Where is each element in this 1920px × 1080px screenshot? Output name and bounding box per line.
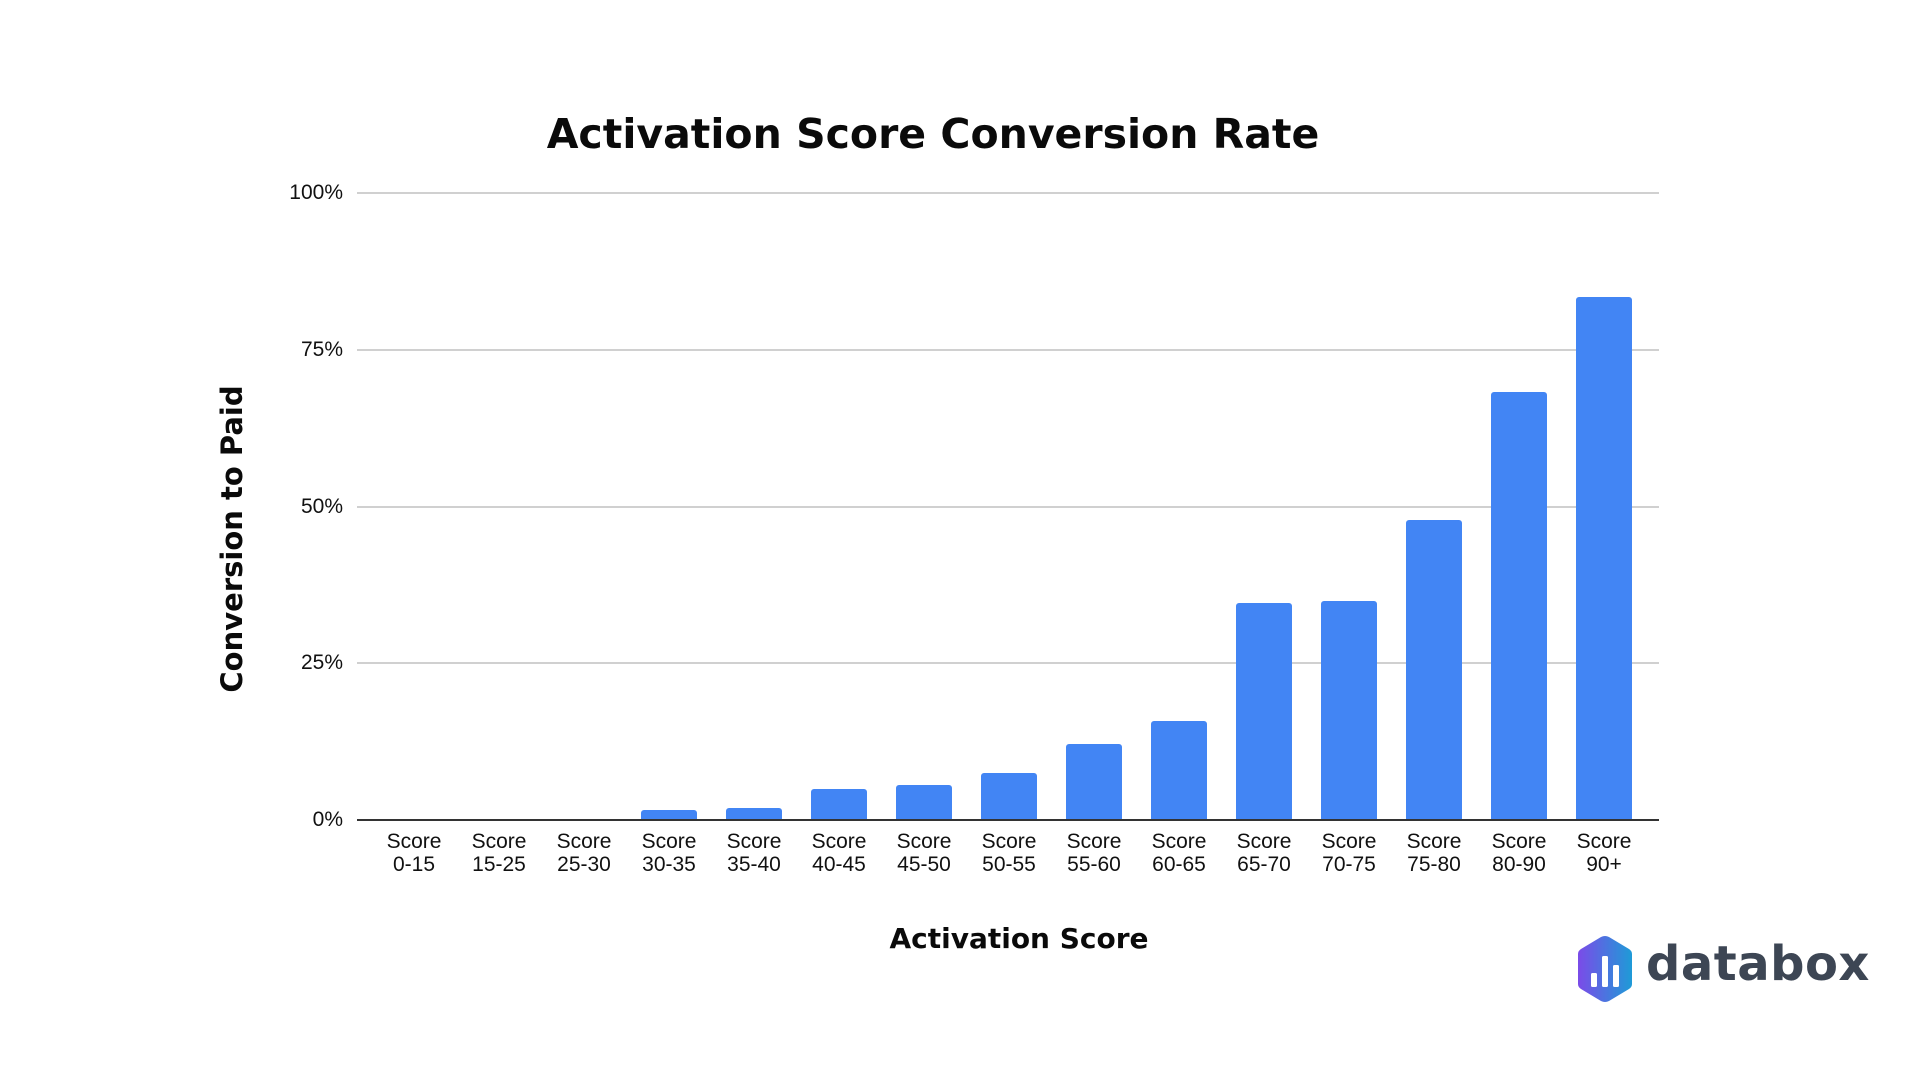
x-axis-label: Activation Score: [889, 922, 1149, 955]
x-tick-label-line2: 65-70: [1237, 853, 1291, 876]
x-tick-label-line2: 50-55: [982, 853, 1036, 876]
bar: [726, 808, 782, 820]
x-tick-label-line1: Score: [386, 830, 442, 853]
x-tick-label-line2: 25-30: [557, 853, 611, 876]
y-tick-100: 100%: [289, 181, 343, 204]
x-tick-label-line2: 55-60: [1067, 853, 1121, 876]
y-tick-25: 25%: [300, 651, 343, 674]
x-axis-baseline: [357, 819, 1659, 821]
x-tick-label-line1: Score: [726, 830, 782, 853]
y-tick-0: 0%: [312, 808, 343, 831]
x-tick-label-line1: Score: [896, 830, 952, 853]
x-tick-label: Score 40-45: [797, 830, 881, 876]
gridline-25: [357, 662, 1659, 664]
x-tick-label-line1: Score: [1321, 830, 1377, 853]
bar: [811, 789, 867, 820]
databox-logo-icon: [1578, 936, 1632, 1002]
x-tick-label-line1: Score: [556, 830, 612, 853]
gridline-100: [357, 192, 1659, 194]
bar: [1151, 721, 1207, 820]
x-tick-label-line1: Score: [1236, 830, 1292, 853]
x-tick-label-line1: Score: [1406, 830, 1462, 853]
x-tick-label: Score 45-50: [882, 830, 966, 876]
bar: [1066, 744, 1122, 820]
x-tick-label-line2: 35-40: [727, 853, 781, 876]
bar: [1576, 297, 1632, 820]
x-tick-label-line2: 40-45: [812, 853, 866, 876]
x-tick-label: Score 25-30: [542, 830, 626, 876]
y-tick-50: 50%: [300, 495, 343, 518]
x-tick-label: Score 90+: [1562, 830, 1646, 876]
x-tick-label: Score 15-25: [457, 830, 541, 876]
gridline-50: [357, 506, 1659, 508]
x-tick-label-line1: Score: [981, 830, 1037, 853]
y-tick-75: 75%: [300, 338, 343, 361]
x-tick-label-line2: 70-75: [1322, 853, 1376, 876]
x-tick-label-line2: 80-90: [1492, 853, 1546, 876]
chart-title: Activation Score Conversion Rate: [546, 110, 1320, 158]
x-tick-label-line2: 60-65: [1152, 853, 1206, 876]
gridline-75: [357, 349, 1659, 351]
y-axis-label: Conversion to Paid: [215, 385, 249, 693]
x-tick-label: Score 0-15: [372, 830, 456, 876]
x-tick-label: Score 50-55: [967, 830, 1051, 876]
databox-logo-text: databox: [1646, 936, 1870, 992]
bar: [1321, 601, 1377, 820]
bar: [981, 773, 1037, 820]
x-tick-label-line2: 15-25: [472, 853, 526, 876]
x-tick-label: Score 60-65: [1137, 830, 1221, 876]
bar: [1491, 392, 1547, 820]
x-tick-label: Score 35-40: [712, 830, 796, 876]
x-tick-label-line2: 90+: [1586, 853, 1622, 876]
x-tick-label-line1: Score: [1066, 830, 1122, 853]
bar: [896, 785, 952, 820]
x-tick-label-line1: Score: [1576, 830, 1632, 853]
x-tick-label-line1: Score: [1151, 830, 1207, 853]
bar: [1406, 520, 1462, 820]
x-tick-label-line2: 30-35: [642, 853, 696, 876]
x-tick-label: Score 30-35: [627, 830, 711, 876]
bar: [1236, 603, 1292, 820]
x-tick-label: Score 70-75: [1307, 830, 1391, 876]
x-tick-label-line2: 0-15: [392, 853, 436, 876]
x-tick-label: Score 65-70: [1222, 830, 1306, 876]
x-tick-label-line2: 45-50: [897, 853, 951, 876]
x-tick-label: Score 55-60: [1052, 830, 1136, 876]
x-tick-label-line1: Score: [1491, 830, 1547, 853]
x-tick-label-line2: 75-80: [1407, 853, 1461, 876]
x-tick-label: Score 75-80: [1392, 830, 1476, 876]
x-tick-label-line1: Score: [471, 830, 527, 853]
bar: [641, 810, 697, 820]
x-tick-label: Score 80-90: [1477, 830, 1561, 876]
x-tick-label-line1: Score: [811, 830, 867, 853]
x-tick-label-line1: Score: [641, 830, 697, 853]
plot-area: [357, 192, 1659, 820]
